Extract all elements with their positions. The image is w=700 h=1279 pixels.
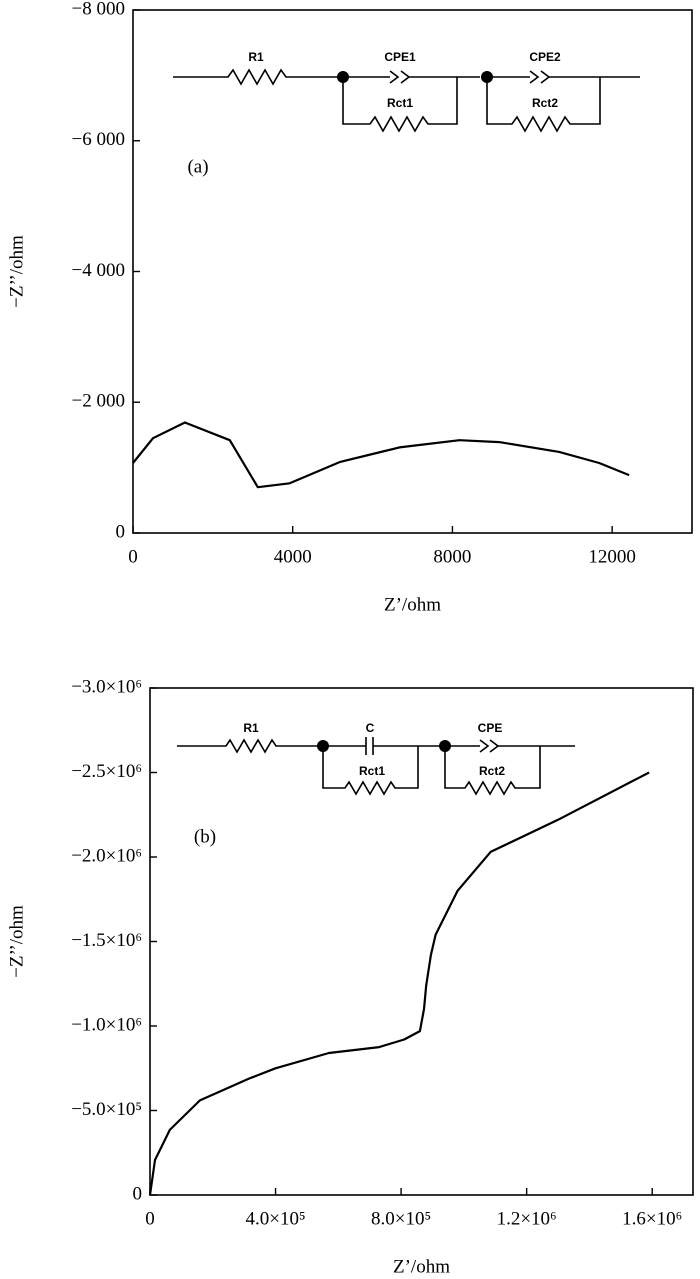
y-tick-label: −4 000 — [72, 260, 125, 281]
circuit-label: Rct1 — [387, 96, 413, 110]
panel-label: (b) — [194, 826, 216, 847]
circuit-b: R1 C Rct1 CPE Rct2 (b) — [177, 721, 575, 847]
y-tick-label: −2.5×10⁶ — [71, 761, 142, 782]
node — [439, 740, 451, 752]
node — [481, 71, 493, 83]
circuit-wire — [173, 68, 640, 133]
x-axis-title: Z’/ohm — [393, 1256, 450, 1277]
circuit-label: Rct2 — [479, 764, 505, 778]
x-tick-label: 4.0×10⁵ — [246, 1208, 306, 1229]
circuit-label: R1 — [248, 50, 264, 64]
x-tick-label: 1.2×10⁶ — [497, 1208, 557, 1229]
y-tick-label: −5.0×10⁵ — [71, 1099, 142, 1120]
circuit-label: R1 — [243, 721, 259, 735]
plot-frame — [149, 687, 694, 1196]
circuit-label: C — [366, 721, 375, 735]
x-tick-label: 4000 — [274, 546, 312, 567]
y-tick-label: 0 — [116, 521, 126, 542]
y-tick-label: −2 000 — [72, 391, 125, 412]
circuit-label: CPE — [478, 721, 503, 735]
y-axis-title: −Z’’/ohm — [6, 905, 27, 978]
x-tick-label: 0 — [145, 1208, 155, 1229]
x-tick-label: 1.6×10⁶ — [622, 1208, 682, 1229]
y-tick-label: −3.0×10⁶ — [71, 676, 142, 697]
y-tick-label: −1.0×10⁶ — [71, 1014, 142, 1035]
circuit-label: Rct2 — [532, 96, 558, 110]
data-line — [132, 421, 630, 489]
plot-frame — [132, 9, 693, 534]
y-tick-label: −8 000 — [72, 0, 125, 19]
y-tick-label: 0 — [133, 1183, 143, 1204]
data-line — [148, 771, 650, 1196]
x-axis-title: Z’/ohm — [384, 594, 441, 615]
y-axis-title: −Z’’/ohm — [6, 235, 27, 308]
y-tick-label: −6 000 — [72, 129, 125, 150]
circuit-label: CPE1 — [384, 50, 416, 64]
circuit-label: Rct1 — [359, 764, 385, 778]
circuit-a: R1 CPE1 Rct1 CPE2 Rct2 (a) — [173, 50, 640, 177]
circuit-wire — [177, 737, 575, 796]
x-tick-label: 8.0×10⁵ — [371, 1208, 431, 1229]
y-tick-label: −2.0×10⁶ — [71, 845, 142, 866]
x-tick-label: 8000 — [433, 546, 471, 567]
y-tick-label: −1.5×10⁶ — [71, 930, 142, 951]
circuit-label: CPE2 — [529, 50, 561, 64]
panel-label: (a) — [187, 156, 208, 177]
node — [337, 71, 349, 83]
x-tick-label: 0 — [128, 546, 138, 567]
x-tick-label: 12000 — [588, 546, 636, 567]
node — [317, 740, 329, 752]
